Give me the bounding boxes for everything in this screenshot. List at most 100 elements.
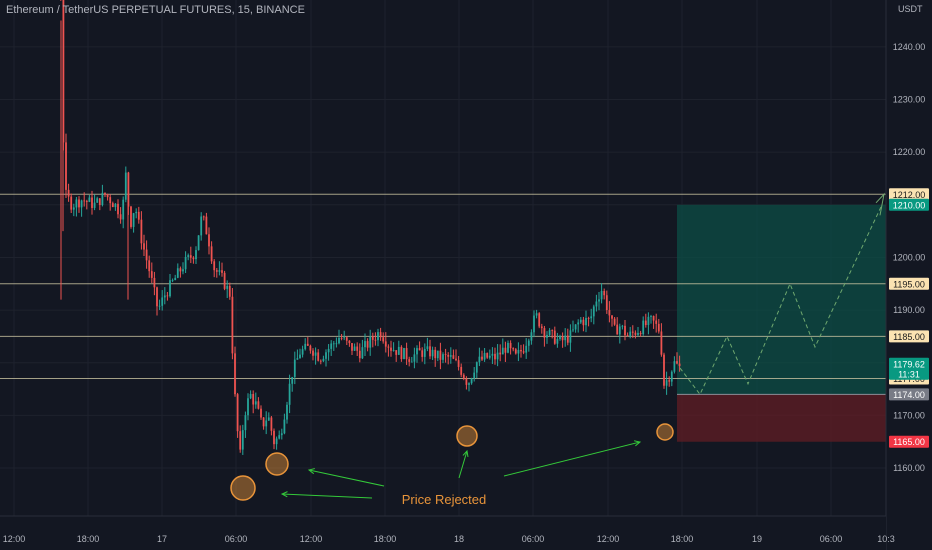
candle-body (369, 336, 372, 348)
time-tick-label: 18:00 (77, 534, 100, 544)
time-axis[interactable]: 12:00 18:00 17 06:00 12:00 18:00 18 06:00 12:00 1… (0, 515, 895, 550)
candle-body (569, 330, 572, 343)
candle-body (499, 352, 502, 355)
time-tick-label: 06:00 (225, 534, 248, 544)
candle-body (78, 199, 80, 208)
candle-body (187, 255, 190, 257)
candle-body (379, 332, 382, 338)
candle-body (434, 349, 437, 359)
candle-body (564, 335, 567, 341)
candle-body (416, 348, 418, 355)
candle-body (143, 243, 145, 250)
time-tick-label: 19 (752, 534, 762, 544)
candle-body (613, 318, 616, 325)
price-tick-label: 1170.00 (893, 410, 925, 420)
candle-body (608, 310, 611, 316)
level-label-bg (889, 188, 929, 201)
candle-body (171, 280, 174, 281)
candle-body (335, 343, 338, 345)
candle-body (540, 326, 543, 329)
candle-body (265, 420, 268, 427)
candle-body (67, 189, 70, 197)
candle-body (387, 346, 390, 348)
candle-body (439, 350, 442, 360)
candle-body (481, 356, 483, 360)
candle-body (642, 320, 645, 335)
candle-body (205, 216, 208, 235)
candle-body (478, 356, 481, 363)
candle-body (296, 358, 299, 360)
candle-body (317, 352, 320, 361)
candle-body (70, 196, 73, 210)
candle-body (278, 435, 281, 439)
candle-body (512, 348, 515, 350)
candle-body (592, 306, 595, 317)
candle-body (678, 363, 681, 367)
candle-body (221, 270, 223, 273)
price-tick-label: 1160.00 (893, 463, 925, 473)
candle-body (582, 319, 585, 326)
candle-body (460, 366, 463, 375)
projection-line (679, 204, 883, 396)
level-label: 1185.00 (893, 332, 925, 342)
candle-body (382, 337, 385, 342)
candle-body (626, 335, 629, 337)
candle-body (408, 359, 411, 362)
candle-body (244, 415, 247, 431)
last-price-label: 1179.62 (893, 359, 925, 369)
price-axis[interactable]: 1160.001170.001180.001190.001200.001210.… (885, 0, 932, 550)
candle-body (631, 331, 634, 333)
entry-price-label-bg (889, 388, 929, 401)
candle-body (507, 342, 509, 353)
candle-body (301, 349, 304, 355)
target-price-label: 1210.00 (893, 200, 926, 210)
candle-body (267, 417, 270, 421)
candle-body (189, 255, 192, 258)
candle-body (650, 316, 652, 317)
candle-body (366, 341, 369, 348)
candle-body (343, 337, 346, 339)
candle-body (410, 361, 413, 363)
candle-body (644, 320, 647, 326)
level-label: 1212.00 (893, 190, 926, 200)
candle-body (361, 347, 364, 359)
candle-body (338, 337, 340, 344)
stop-price-label-bg (889, 435, 929, 448)
candle-body (124, 172, 127, 200)
candle-body (447, 354, 450, 357)
projection-path (679, 192, 885, 396)
candle-body (413, 354, 416, 362)
candle-body (551, 330, 554, 331)
candle-body (663, 354, 665, 386)
candle-body (488, 355, 491, 358)
candle-body (634, 332, 637, 335)
candle-body (442, 354, 444, 360)
candle-body (491, 353, 494, 356)
candle-body (286, 404, 288, 420)
candle-body (106, 194, 109, 198)
candles (60, 0, 681, 455)
candle-body (161, 297, 164, 306)
candle-body (327, 348, 330, 353)
candle-body (530, 332, 533, 341)
time-tick-label: 18 (454, 534, 464, 544)
candle-body (239, 431, 242, 450)
candle-body (535, 313, 538, 316)
candle-body (166, 295, 169, 297)
candle-body (299, 354, 301, 359)
candle-body (603, 290, 606, 296)
candle-body (595, 301, 598, 307)
candle-body (660, 331, 663, 355)
candle-body (637, 332, 639, 335)
candle-body (192, 257, 195, 260)
annotation-arrow (281, 493, 373, 499)
price-tick-label: 1240.00 (893, 42, 926, 52)
candle-body (548, 330, 551, 335)
rejection-circles (230, 423, 674, 501)
candle-body (561, 336, 564, 341)
candle-body (504, 347, 507, 353)
candle-body (135, 211, 138, 214)
candle-body (72, 207, 75, 210)
projection-arrowhead (875, 192, 885, 216)
